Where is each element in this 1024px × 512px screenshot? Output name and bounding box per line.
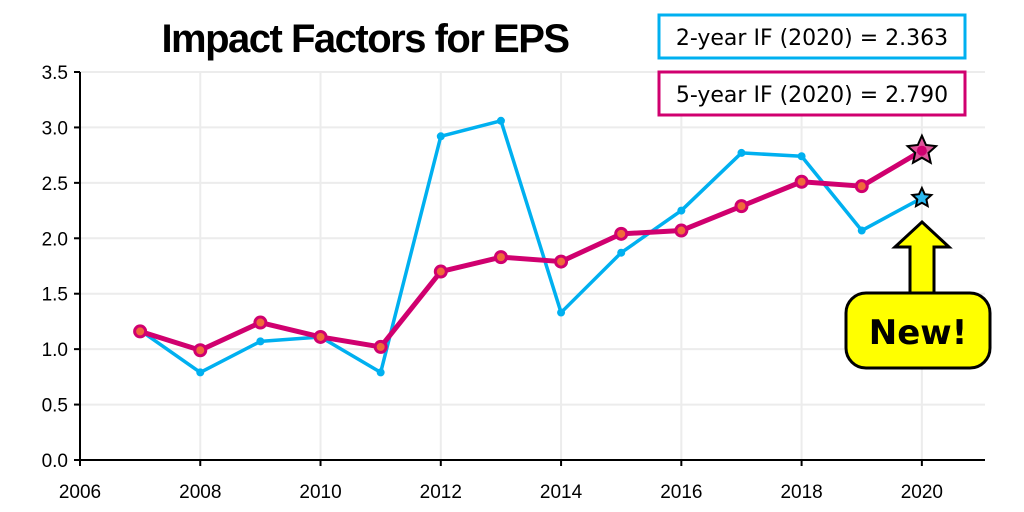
point-five_year (133, 324, 148, 339)
x-tick-label: 2006 (59, 482, 101, 503)
point-two_year (677, 206, 686, 215)
x-tick-label: 2016 (660, 482, 702, 503)
legend-five-year: 5-year IF (2020) = 2.790 (657, 70, 967, 117)
series-layer (133, 116, 939, 377)
grid (80, 71, 985, 460)
x-tick-label: 2010 (299, 482, 341, 503)
y-tick-label: 2.0 (42, 229, 68, 250)
y-tick-label: 2.5 (42, 174, 68, 195)
y-tick-label: 3.5 (42, 63, 68, 84)
point-two_year (557, 308, 566, 317)
new-label: New! (869, 313, 967, 353)
point-five_year (253, 315, 268, 330)
y-tick-label: 1.5 (42, 285, 68, 306)
point-five_year (554, 254, 569, 269)
y-tick-label: 3.0 (42, 118, 68, 139)
point-two_year (857, 226, 866, 235)
point-two_year (256, 337, 265, 346)
point-two_year (737, 148, 746, 157)
point-five_year (734, 199, 749, 214)
point-two_year (617, 248, 626, 257)
y-tick-label: 1.0 (42, 340, 68, 361)
chart-title: Impact Factors for EPS (161, 17, 569, 61)
y-tick-labels: 0.0 0.5 1.0 1.5 2.0 2.5 3.0 3.5 (42, 63, 68, 472)
x-tick-labels: 2006 2008 2010 2012 2014 2016 2018 2020 (59, 482, 943, 503)
point-five_year (313, 329, 328, 344)
legend-two-year: 2-year IF (2020) = 2.363 (657, 13, 967, 60)
axes (74, 71, 985, 466)
x-tick-label: 2020 (901, 482, 943, 503)
point-two_year (376, 368, 385, 377)
point-five_year (433, 264, 448, 279)
line-five_year (139, 148, 924, 353)
point-two_year (496, 116, 505, 125)
point-two_year (797, 152, 806, 161)
point-two_year (196, 368, 205, 377)
point-five_year (674, 223, 689, 238)
star-marker-two_year (910, 185, 934, 209)
legend-five-year-label: 5-year IF (2020) = 2.790 (676, 83, 948, 108)
new-callout: New! (844, 219, 992, 370)
point-five_year (854, 179, 869, 194)
y-tick-label: 0.5 (42, 396, 68, 417)
point-five_year (193, 343, 208, 358)
point-five_year (794, 174, 809, 189)
point-five_year (493, 250, 508, 265)
arrow-up-icon (891, 219, 953, 298)
x-tick-label: 2014 (540, 482, 583, 503)
y-tick-label: 0.0 (42, 451, 68, 472)
point-two_year (436, 132, 445, 141)
point-five_year (373, 339, 388, 354)
x-tick-label: 2012 (420, 482, 462, 503)
point-five_year (916, 145, 927, 156)
x-tick-label: 2018 (780, 482, 822, 503)
line-two_year (139, 119, 923, 375)
legend-two-year-label: 2-year IF (2020) = 2.363 (676, 26, 948, 51)
x-tick-label: 2008 (179, 482, 221, 503)
point-five_year (614, 226, 629, 241)
